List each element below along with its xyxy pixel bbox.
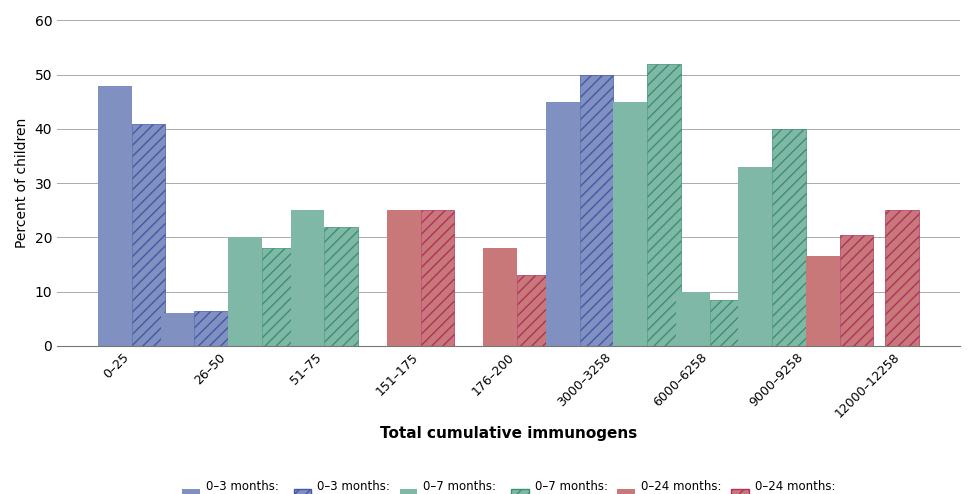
X-axis label: Total cumulative immunogens: Total cumulative immunogens xyxy=(380,426,637,441)
Bar xyxy=(98,85,132,346)
Legend: 0–3 months:
Autism (ASD), 0–3 months:
Controls, 0–7 months:
Autism (ASD), 0–7 mo: 0–3 months: Autism (ASD), 0–3 months: Co… xyxy=(177,475,839,494)
Bar xyxy=(517,275,551,346)
Bar xyxy=(261,248,295,346)
Bar xyxy=(484,248,517,346)
Bar xyxy=(772,129,805,346)
Bar xyxy=(387,210,420,346)
Bar xyxy=(676,291,710,346)
Y-axis label: Percent of children: Percent of children xyxy=(15,118,29,248)
Bar xyxy=(613,102,647,346)
Bar xyxy=(579,75,613,346)
Bar xyxy=(710,300,743,346)
Bar xyxy=(325,227,358,346)
Bar xyxy=(291,210,325,346)
Bar xyxy=(647,64,681,346)
Bar xyxy=(885,210,919,346)
Bar xyxy=(738,167,772,346)
Bar xyxy=(194,311,228,346)
Bar xyxy=(161,313,194,346)
Bar xyxy=(839,235,874,346)
Bar xyxy=(132,124,166,346)
Bar xyxy=(546,102,579,346)
Bar xyxy=(420,210,454,346)
Bar xyxy=(805,256,839,346)
Bar xyxy=(228,237,261,346)
